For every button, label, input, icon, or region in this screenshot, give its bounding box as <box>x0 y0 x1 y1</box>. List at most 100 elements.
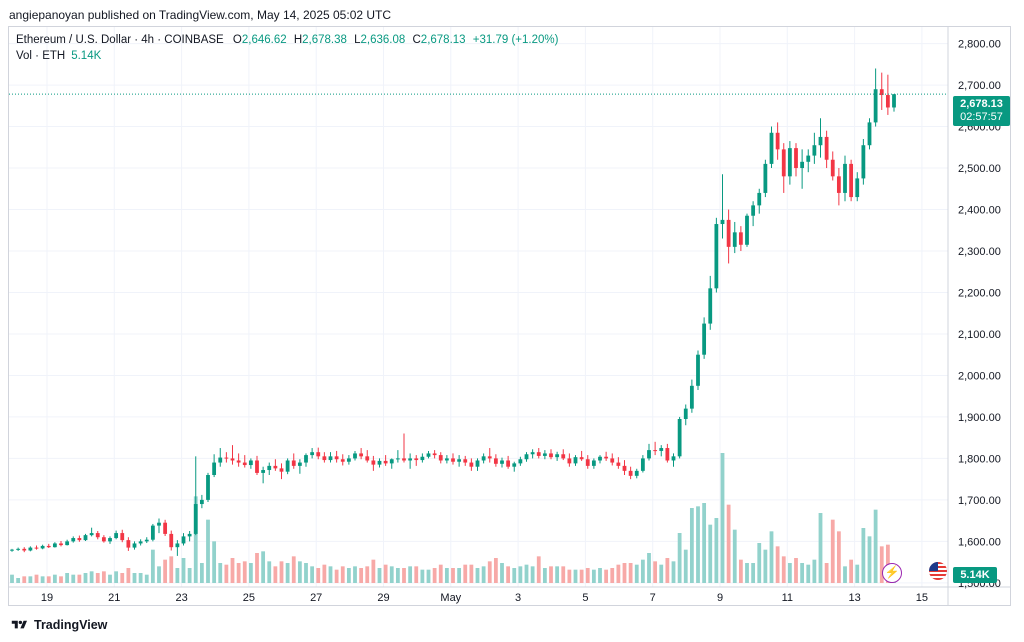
volume-bar <box>346 568 351 583</box>
volume-bar <box>395 568 400 583</box>
volume-bar <box>561 566 566 583</box>
candle-body <box>101 537 106 542</box>
candle-body <box>763 163 768 193</box>
candle-body <box>120 533 125 541</box>
candle-body <box>267 465 272 471</box>
candle-body <box>879 89 884 96</box>
volume-bar <box>193 496 198 583</box>
candle-body <box>279 468 284 472</box>
volume-bar <box>285 563 290 583</box>
candle-body <box>316 452 321 457</box>
volume-bar <box>438 564 443 583</box>
volume-bar <box>371 559 376 583</box>
candle-body <box>395 458 400 460</box>
volume-bar <box>334 569 339 583</box>
volume-bar <box>659 564 664 583</box>
volume-bar <box>175 568 180 583</box>
y-tick-label: 2,500.00 <box>958 163 1001 175</box>
volume-bar <box>469 564 474 583</box>
volume-bar <box>359 568 364 583</box>
candle-body <box>757 192 762 206</box>
volume-bar <box>542 568 547 583</box>
open-value: 2,646.62 <box>241 34 287 46</box>
candle-body <box>720 219 725 225</box>
y-tick-label: 2,700.00 <box>958 80 1001 92</box>
candle-body <box>444 458 449 461</box>
footer-brand[interactable]: TradingView <box>10 618 107 632</box>
volume-bar <box>530 566 535 583</box>
volume-bar <box>579 569 584 583</box>
volume-bar <box>677 533 682 583</box>
candle-body <box>671 456 676 461</box>
volume-bar <box>634 564 639 583</box>
volume-bar <box>549 566 553 583</box>
candle-body <box>892 94 896 108</box>
candle-body <box>77 538 82 541</box>
volume-bar <box>236 563 241 583</box>
volume-bar <box>536 556 541 583</box>
symbol-label[interactable]: Ethereum / U.S. Dollar · 4h · COINBASE <box>16 34 224 46</box>
chart-frame <box>8 26 1011 606</box>
volume-bar <box>187 568 192 583</box>
volume-bar <box>708 524 713 583</box>
volume-bar <box>138 573 143 583</box>
candle-body <box>52 543 57 548</box>
candle-body <box>824 136 829 160</box>
candle-body <box>108 538 112 542</box>
volume-value: 5.14K <box>71 50 102 62</box>
volume-bar <box>665 558 670 583</box>
volume-bar <box>169 556 174 583</box>
candle-body <box>255 460 259 473</box>
volume-bar <box>22 576 27 583</box>
y-tick-label: 2,200.00 <box>958 287 1001 299</box>
volume-bar <box>224 564 229 583</box>
volume-bar <box>267 561 272 583</box>
high-label: H <box>293 34 303 46</box>
candle-body <box>732 232 737 247</box>
candle-body <box>457 459 462 462</box>
candle-body <box>506 460 511 467</box>
candle-body <box>598 456 602 461</box>
ohlc-legend: Ethereum / U.S. Dollar · 4h · COINBASE O… <box>16 34 558 46</box>
candle-body <box>653 450 658 452</box>
candle-body <box>181 536 186 544</box>
candle-body <box>438 455 443 461</box>
volume-bar <box>89 571 94 583</box>
volume-label[interactable]: Vol · ETH <box>16 50 66 62</box>
volume-bar <box>310 566 315 583</box>
volume-bar <box>720 453 725 583</box>
candle-body <box>95 533 100 538</box>
candle-body <box>585 459 590 466</box>
candle-body <box>285 460 290 472</box>
volume-bar <box>451 568 455 583</box>
volume-bar <box>830 519 835 583</box>
candle-body <box>885 95 890 108</box>
x-tick-label: 25 <box>243 592 255 604</box>
volume-bar <box>108 574 112 583</box>
volume-bar <box>506 566 511 583</box>
candle-body <box>567 458 572 464</box>
volume-bar <box>291 556 296 583</box>
candle-body <box>745 215 749 245</box>
lightning-icon[interactable]: ⚡ <box>882 563 902 583</box>
candle-body <box>242 462 247 466</box>
us-flag-icon[interactable] <box>929 562 947 580</box>
candle-body <box>830 159 835 177</box>
volume-bar <box>787 563 792 583</box>
volume-bar <box>849 559 854 583</box>
volume-bar <box>157 566 161 583</box>
candle-body <box>371 460 376 465</box>
candle-body <box>420 456 425 461</box>
candle-body <box>873 89 878 123</box>
close-value: 2,678.13 <box>420 34 466 46</box>
candle-body <box>187 533 192 537</box>
change-value: +31.79 (+1.20%) <box>472 34 559 46</box>
candle-body <box>414 458 419 461</box>
candle-body <box>751 205 756 216</box>
candle-body <box>402 458 406 461</box>
volume-tag: 5.14K <box>953 567 997 583</box>
volume-bar <box>610 568 615 583</box>
x-tick-label: 13 <box>848 592 860 604</box>
x-tick-label: 23 <box>175 592 187 604</box>
